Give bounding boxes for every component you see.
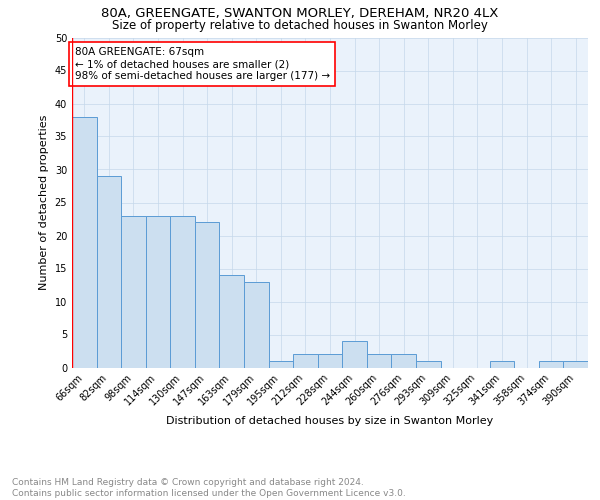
Bar xyxy=(367,354,391,368)
Bar xyxy=(97,176,121,368)
Bar xyxy=(342,341,367,367)
Bar xyxy=(318,354,342,368)
Bar xyxy=(121,216,146,368)
X-axis label: Distribution of detached houses by size in Swanton Morley: Distribution of detached houses by size … xyxy=(166,416,494,426)
Bar xyxy=(563,361,588,368)
Bar xyxy=(146,216,170,368)
Bar xyxy=(170,216,195,368)
Bar xyxy=(220,275,244,368)
Bar xyxy=(72,116,97,368)
Bar xyxy=(391,354,416,368)
Bar xyxy=(490,361,514,368)
Text: 80A GREENGATE: 67sqm
← 1% of detached houses are smaller (2)
98% of semi-detache: 80A GREENGATE: 67sqm ← 1% of detached ho… xyxy=(74,48,330,80)
Bar xyxy=(195,222,220,368)
Bar xyxy=(293,354,318,368)
Y-axis label: Number of detached properties: Number of detached properties xyxy=(39,115,49,290)
Bar xyxy=(244,282,269,368)
Bar xyxy=(269,361,293,368)
Text: Size of property relative to detached houses in Swanton Morley: Size of property relative to detached ho… xyxy=(112,19,488,32)
Text: 80A, GREENGATE, SWANTON MORLEY, DEREHAM, NR20 4LX: 80A, GREENGATE, SWANTON MORLEY, DEREHAM,… xyxy=(101,8,499,20)
Text: Contains HM Land Registry data © Crown copyright and database right 2024.
Contai: Contains HM Land Registry data © Crown c… xyxy=(12,478,406,498)
Bar xyxy=(539,361,563,368)
Bar xyxy=(416,361,440,368)
